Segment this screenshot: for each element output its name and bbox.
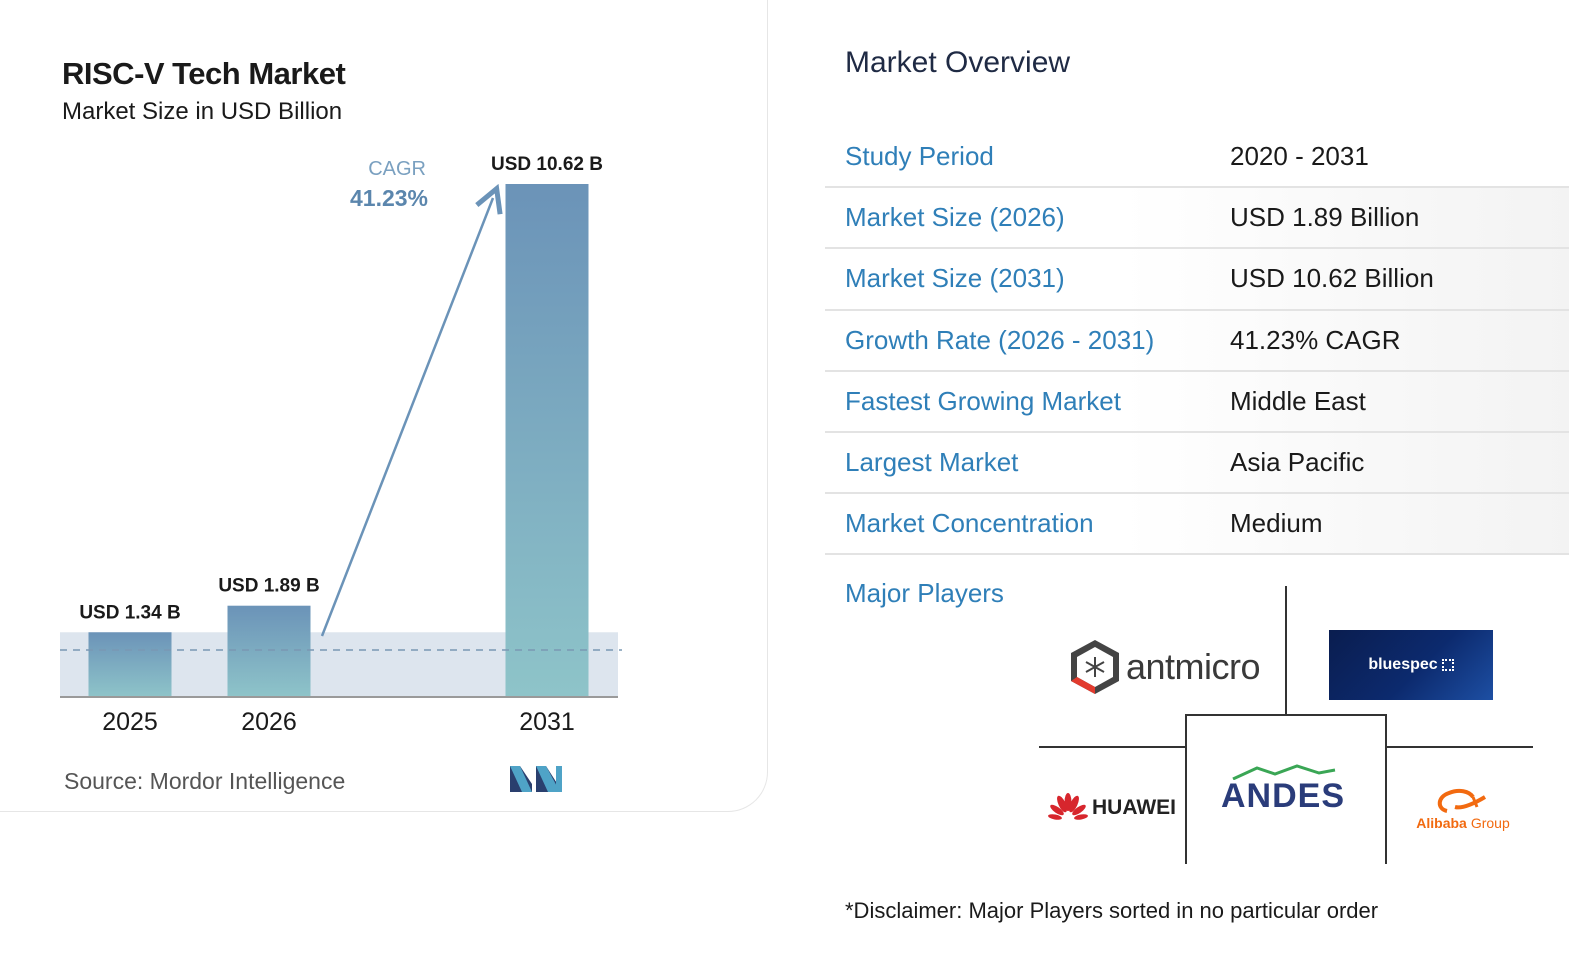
overview-row-value: 41.23% CAGR <box>1230 324 1401 355</box>
overview-row-label: Market Size (2026) <box>845 202 1065 233</box>
alibaba-wordmark-row: Alibaba Group <box>1416 815 1510 831</box>
logo-grid-divider <box>1185 714 1187 864</box>
source-text: Source: Mordor Intelligence <box>64 768 346 794</box>
bluespec-chip-icon <box>1441 659 1454 671</box>
logo-grid-divider <box>1385 714 1387 864</box>
alibaba-smile-icon <box>1437 788 1487 813</box>
cagr-arrow <box>320 198 493 637</box>
disclaimer-text: *Disclaimer: Major Players sorted in no … <box>845 898 1379 923</box>
andes-wordmark: ANDES <box>1220 777 1346 815</box>
data-label-2026: USD 1.89 B <box>218 576 319 597</box>
antmicro-hex-icon <box>1071 640 1119 694</box>
overview-row-value: 2020 - 2031 <box>1230 141 1369 172</box>
data-label-2025: USD 1.34 B <box>79 602 180 623</box>
overview-row-label: Growth Rate (2026 - 2031) <box>845 324 1155 355</box>
chart-card: RISC-V Tech Market Market Size in USD Bi… <box>0 0 768 812</box>
overview-row: Study Period 2020 - 2031 <box>825 127 1569 189</box>
overview-row: Largest Market Asia Pacific <box>825 432 1569 495</box>
overview-row: Market Size (2031) USD 10.62 Billion <box>825 249 1569 311</box>
overview-table: Study Period 2020 - 2031 Market Size (20… <box>825 127 1569 556</box>
overview-row-value: Middle East <box>1230 385 1366 416</box>
logo-grid-divider <box>1039 746 1185 748</box>
overview-title: Market Overview <box>845 46 1071 79</box>
antmicro-wordmark: antmicro <box>1126 646 1261 687</box>
overview-row-label: Market Concentration <box>845 508 1094 539</box>
logo-grid-divider <box>1387 746 1533 748</box>
cagr-value: 41.23% <box>350 185 428 211</box>
antmicro-logo: antmicro <box>1068 636 1263 698</box>
x-tick-2031: 2031 <box>519 708 575 736</box>
andes-logo: ANDES <box>1218 762 1348 814</box>
chart-title: RISC-V Tech Market <box>62 56 346 91</box>
huawei-wordmark: HUAWEI <box>1092 796 1176 819</box>
x-tick-2025: 2025 <box>102 708 158 736</box>
overview-row-value: USD 1.89 Billion <box>1230 202 1420 233</box>
huawei-petal-icon <box>1048 793 1088 820</box>
overview-row-label: Study Period <box>845 141 994 172</box>
alibaba-logo: Alibaba Group <box>1402 780 1524 836</box>
logo-grid-divider <box>1185 714 1387 716</box>
overview-row-label: Largest Market <box>845 447 1019 478</box>
overview-row: Fastest Growing Market Middle East <box>825 371 1569 433</box>
alibaba-wordmark: Alibaba <box>1416 815 1467 831</box>
chart-subtitle: Market Size in USD Billion <box>62 98 343 125</box>
overview-row: Growth Rate (2026 - 2031) 41.23% CAGR <box>825 310 1569 372</box>
bar-chart: USD 1.34 B USD 1.89 B USD 10.62 B 2025 2026… <box>60 154 622 736</box>
bar-2031 <box>505 184 589 697</box>
bar-2026 <box>227 605 311 697</box>
data-label-2031: USD 10.62 B <box>491 154 603 175</box>
andes-mountain-icon <box>1232 764 1336 780</box>
logo-grid-divider <box>1285 586 1287 716</box>
overview-row-value: Medium <box>1230 508 1323 539</box>
mordor-logo-icon <box>510 766 562 792</box>
overview-row-value: Asia Pacific <box>1230 447 1365 478</box>
cagr-label: CAGR <box>368 158 426 180</box>
overview-row-label: Fastest Growing Market <box>845 385 1121 416</box>
overview-row-label: Market Size (2031) <box>845 263 1065 294</box>
x-tick-2026: 2026 <box>241 708 297 736</box>
overview-row-value: USD 10.62 Billion <box>1230 263 1434 294</box>
bar-2025 <box>88 632 172 697</box>
alibaba-group-text: Group <box>1470 815 1510 831</box>
major-players-title: Major Players <box>845 578 1004 608</box>
overview-row: Market Concentration Medium <box>825 494 1569 556</box>
bluespec-logo: bluespec <box>1329 630 1493 700</box>
huawei-logo: HUAWEI <box>1044 788 1180 828</box>
overview-row: Market Size (2026) USD 1.89 Billion <box>825 188 1569 250</box>
bluespec-wordmark: bluespec <box>1368 656 1438 673</box>
